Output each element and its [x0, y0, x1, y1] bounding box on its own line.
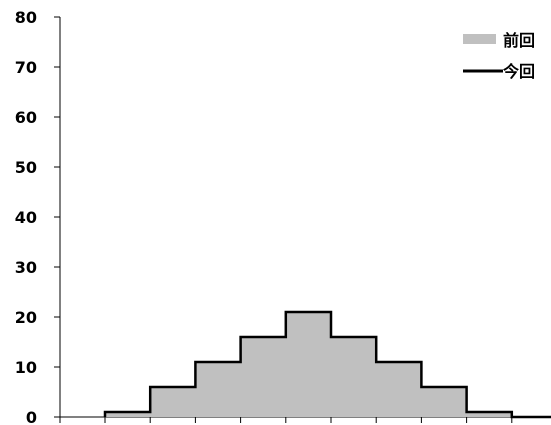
y-tick-label-10: 10: [15, 358, 37, 377]
y-tick-label-40: 40: [15, 208, 37, 227]
y-tick-label-30: 30: [15, 258, 37, 277]
series-prev-area: [105, 312, 551, 417]
y-tick-label-0: 0: [26, 408, 37, 425]
axes: 0 10 20 30 40 50 60 70 80: [15, 8, 551, 425]
series-current-line: [103, 310, 551, 419]
series-prev-fill: [105, 312, 551, 417]
y-tick-label-70: 70: [15, 58, 37, 77]
series-current-step-line: [103, 310, 551, 419]
legend: 前回 今回: [463, 31, 535, 81]
y-tick-label-50: 50: [15, 158, 37, 177]
legend-label-current: 今回: [502, 62, 535, 81]
legend-swatch-prev: [463, 34, 496, 44]
y-tick-label-20: 20: [15, 308, 37, 327]
y-tick-label-60: 60: [15, 108, 37, 127]
legend-label-prev: 前回: [503, 31, 535, 50]
y-tick-label-80: 80: [15, 8, 37, 27]
